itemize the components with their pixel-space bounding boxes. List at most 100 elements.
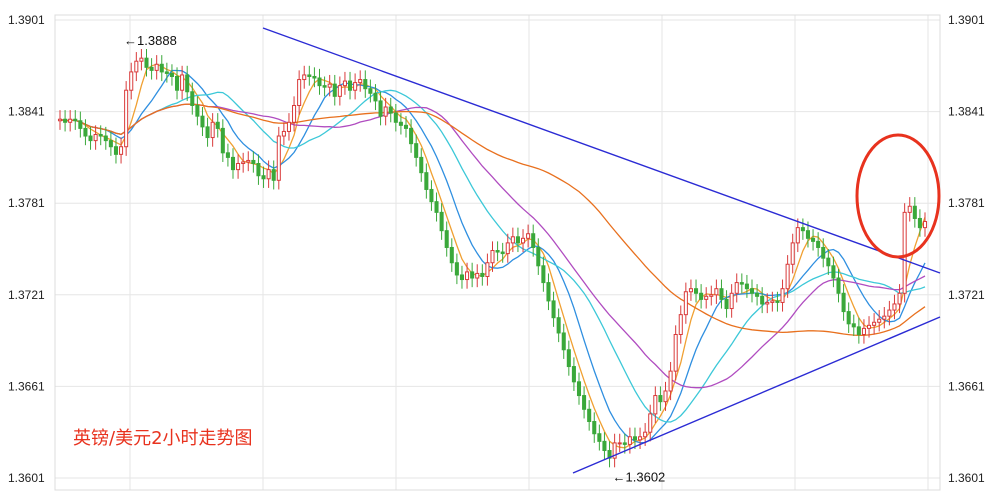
candle-body <box>785 263 790 290</box>
candle-body <box>119 146 124 155</box>
candle-body <box>409 127 414 145</box>
candle-body <box>505 242 510 255</box>
candle-body <box>917 217 922 229</box>
candle-body <box>200 115 205 128</box>
candle-body <box>220 127 225 154</box>
candle-body <box>699 292 704 300</box>
y-tick-label-right: 1.3661 <box>948 379 985 393</box>
candle-body <box>795 227 800 244</box>
candle-body <box>775 300 780 303</box>
candle-body <box>266 169 271 180</box>
candle-body <box>444 230 449 248</box>
candle-body <box>144 57 149 68</box>
candlesticks <box>57 49 928 468</box>
candle-body <box>729 292 734 310</box>
candle-body <box>225 152 230 158</box>
candle-body <box>541 265 546 284</box>
candle-body <box>414 143 419 158</box>
candle-body <box>831 265 836 279</box>
candle-body <box>526 233 531 239</box>
candle-body <box>241 161 246 165</box>
candle-body <box>103 135 108 142</box>
candle-body <box>709 294 714 297</box>
candle-body <box>348 80 353 91</box>
y-tick-label-left: 1.3841 <box>8 105 45 119</box>
resistance-trendline <box>262 27 941 274</box>
candle-body <box>653 395 658 415</box>
candle-body <box>215 121 220 129</box>
candle-body <box>755 292 760 297</box>
candle-body <box>419 156 424 174</box>
candle-body <box>739 282 744 285</box>
candle-body <box>922 221 928 229</box>
candle-body <box>134 60 139 73</box>
candle-body <box>190 91 195 106</box>
candle-body <box>912 205 917 219</box>
candle-body <box>332 83 337 97</box>
candle-body <box>724 298 729 310</box>
candle-body <box>744 283 749 290</box>
candle-body <box>877 318 882 323</box>
candle-body <box>302 74 307 81</box>
y-tick-label-right: 1.3601 <box>948 471 985 485</box>
candle-body <box>597 433 602 442</box>
candle-body <box>841 292 846 313</box>
candle-body <box>780 288 785 303</box>
candle-body <box>93 134 98 142</box>
candle-body <box>353 82 358 91</box>
candle-body <box>485 262 490 277</box>
y-tick-label-right: 1.3901 <box>948 13 985 27</box>
candle-body <box>694 288 699 294</box>
candle-body <box>169 72 174 77</box>
candle-body <box>281 130 286 137</box>
y-tick-label-right: 1.3781 <box>948 196 985 210</box>
candle-body <box>307 74 312 77</box>
candle-body <box>358 79 363 84</box>
candle-body <box>154 63 159 71</box>
candle-body <box>470 271 475 279</box>
candle-body <box>164 71 169 74</box>
price-annotation: ←1.3888 <box>124 33 177 48</box>
candle-body <box>836 277 841 294</box>
candle-body <box>892 303 897 311</box>
candle-body <box>571 366 576 383</box>
candle-body <box>327 83 332 88</box>
candle-body <box>57 118 63 122</box>
candle-body <box>622 442 627 445</box>
candle-body <box>180 74 185 91</box>
candle-body <box>760 295 765 305</box>
candle-body <box>658 395 663 403</box>
candle-body <box>867 324 872 329</box>
candle-body <box>292 104 297 123</box>
candle-body <box>632 436 637 441</box>
candle-body <box>673 333 678 372</box>
candle-body <box>63 118 68 123</box>
candle-body <box>480 272 485 277</box>
candle-body <box>561 332 566 351</box>
candle-body <box>826 257 831 267</box>
annotations: ←1.3888 ←1.3602 <box>124 33 665 485</box>
candle-body <box>459 274 464 281</box>
candle-body <box>363 79 368 90</box>
candle-body <box>256 163 261 177</box>
candle-body <box>495 250 500 253</box>
candle-body <box>297 79 302 106</box>
candle-body <box>627 436 632 445</box>
candle-body <box>617 442 622 445</box>
candle-body <box>805 230 810 239</box>
candle-body <box>195 104 200 117</box>
candle-body <box>592 421 597 435</box>
candle-body <box>159 63 164 73</box>
candle-body <box>251 159 256 165</box>
candle-body <box>98 134 103 137</box>
candle-body <box>383 106 388 117</box>
trendlines <box>262 27 941 474</box>
ma-60-line <box>59 103 926 337</box>
candle-body <box>821 246 826 259</box>
candle-body <box>602 440 607 452</box>
candle-body <box>439 211 444 232</box>
candle-body <box>398 121 403 126</box>
candle-body <box>582 395 587 410</box>
